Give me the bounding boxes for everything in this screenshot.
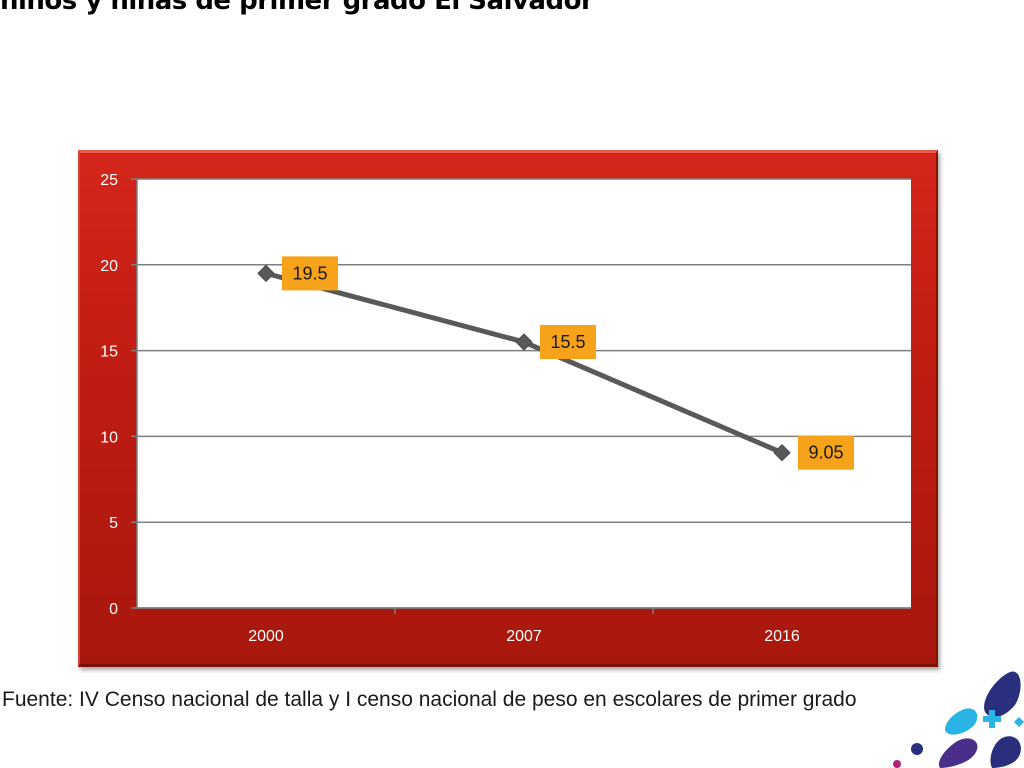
data-label-box bbox=[798, 435, 854, 470]
data-label: 19.5 bbox=[292, 263, 327, 283]
y-tick-label: 20 bbox=[100, 258, 118, 275]
y-tick-label: 10 bbox=[100, 429, 118, 446]
x-tick-label: 2007 bbox=[506, 628, 542, 645]
data-label-box bbox=[540, 325, 596, 360]
x-tick-label: 2000 bbox=[248, 628, 284, 645]
y-tick-label: 5 bbox=[109, 515, 118, 532]
data-label-box bbox=[282, 256, 338, 291]
slide-title: niños y niñas de primer grado El Salvado… bbox=[0, 0, 594, 16]
deco-navy-swoosh-2 bbox=[990, 736, 1021, 768]
chart-frame: 0 5 10 15 20 25 2000 2007 2016 19.5 15.5 9.05 bbox=[78, 150, 938, 667]
data-label: 9.05 bbox=[808, 443, 843, 463]
plot-area bbox=[137, 179, 911, 608]
y-tick-label: 15 bbox=[100, 344, 118, 361]
deco-navy-dot bbox=[911, 743, 923, 755]
deco-navy-swoosh bbox=[984, 671, 1021, 718]
deco-purple-swoosh bbox=[938, 738, 978, 768]
data-label: 15.5 bbox=[550, 332, 585, 352]
x-tick-label: 2016 bbox=[764, 628, 800, 645]
y-tick-label: 25 bbox=[100, 172, 118, 189]
data-point-marker bbox=[257, 264, 275, 283]
source-note: Fuente: IV Censo nacional de talla y I c… bbox=[2, 688, 857, 711]
deco-cyan-cross bbox=[983, 710, 1001, 728]
deco-cyan-swoosh bbox=[945, 708, 978, 735]
deco-cyan-diamond bbox=[1014, 717, 1024, 727]
deco-magenta-dot bbox=[893, 760, 901, 768]
data-point-marker bbox=[515, 333, 533, 351]
data-point-marker bbox=[773, 443, 791, 462]
line-chart: 0 5 10 15 20 25 2000 2007 2016 19.5 15.5 9.05 bbox=[100, 172, 911, 645]
y-tick-label: 0 bbox=[109, 601, 118, 618]
